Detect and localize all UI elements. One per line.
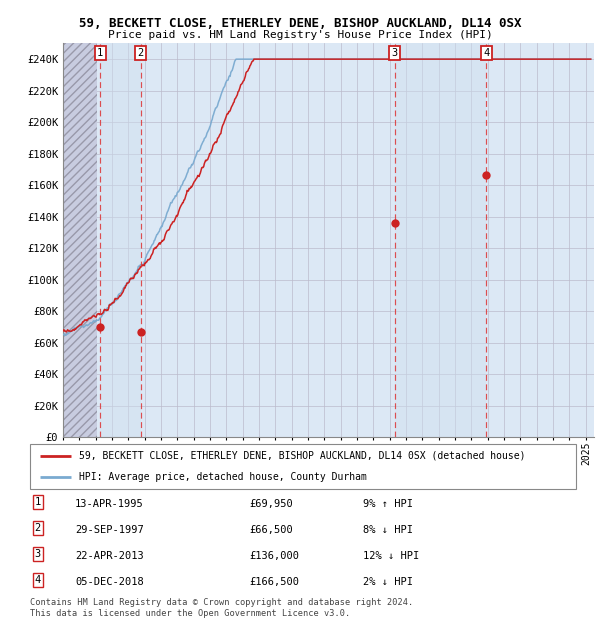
Text: £66,500: £66,500	[249, 525, 293, 535]
Text: 59, BECKETT CLOSE, ETHERLEY DENE, BISHOP AUCKLAND, DL14 0SX: 59, BECKETT CLOSE, ETHERLEY DENE, BISHOP…	[79, 17, 521, 30]
Text: Price paid vs. HM Land Registry's House Price Index (HPI): Price paid vs. HM Land Registry's House …	[107, 30, 493, 40]
Text: 05-DEC-2018: 05-DEC-2018	[75, 577, 144, 587]
Text: 1: 1	[35, 497, 41, 507]
Text: £136,000: £136,000	[249, 551, 299, 561]
Text: £166,500: £166,500	[249, 577, 299, 587]
Text: 2: 2	[35, 523, 41, 533]
Text: 29-SEP-1997: 29-SEP-1997	[75, 525, 144, 535]
Text: 2% ↓ HPI: 2% ↓ HPI	[363, 577, 413, 587]
Text: 8% ↓ HPI: 8% ↓ HPI	[363, 525, 413, 535]
Text: Contains HM Land Registry data © Crown copyright and database right 2024.
This d: Contains HM Land Registry data © Crown c…	[30, 598, 413, 618]
Text: 22-APR-2013: 22-APR-2013	[75, 551, 144, 561]
Text: £69,950: £69,950	[249, 499, 293, 509]
Text: 13-APR-1995: 13-APR-1995	[75, 499, 144, 509]
Text: 2: 2	[137, 48, 144, 58]
Text: 3: 3	[392, 48, 398, 58]
Bar	[100, 43, 140, 437]
Text: HPI: Average price, detached house, County Durham: HPI: Average price, detached house, Coun…	[79, 471, 367, 482]
Text: 4: 4	[484, 48, 490, 58]
FancyBboxPatch shape	[30, 444, 576, 489]
Text: 3: 3	[35, 549, 41, 559]
Text: 12% ↓ HPI: 12% ↓ HPI	[363, 551, 419, 561]
Text: 9% ↑ HPI: 9% ↑ HPI	[363, 499, 413, 509]
Bar	[63, 43, 97, 437]
Text: 1: 1	[97, 48, 103, 58]
Text: 4: 4	[35, 575, 41, 585]
Text: 59, BECKETT CLOSE, ETHERLEY DENE, BISHOP AUCKLAND, DL14 0SX (detached house): 59, BECKETT CLOSE, ETHERLEY DENE, BISHOP…	[79, 451, 526, 461]
Bar	[395, 43, 487, 437]
